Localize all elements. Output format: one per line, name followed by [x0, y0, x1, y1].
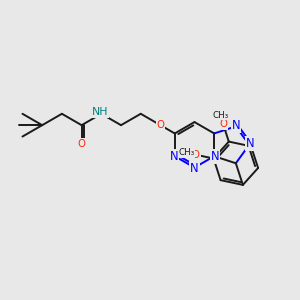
Text: N: N [211, 150, 220, 163]
Text: CH₃: CH₃ [212, 110, 228, 119]
Text: N: N [232, 119, 240, 132]
Text: O: O [78, 139, 86, 149]
Text: N: N [190, 162, 199, 175]
Text: NH: NH [92, 107, 109, 117]
Text: O: O [219, 119, 227, 129]
Text: O: O [192, 150, 200, 160]
Text: N: N [169, 150, 178, 163]
Text: O: O [156, 120, 164, 130]
Text: N: N [246, 137, 255, 150]
Text: CH₃: CH₃ [178, 148, 194, 157]
